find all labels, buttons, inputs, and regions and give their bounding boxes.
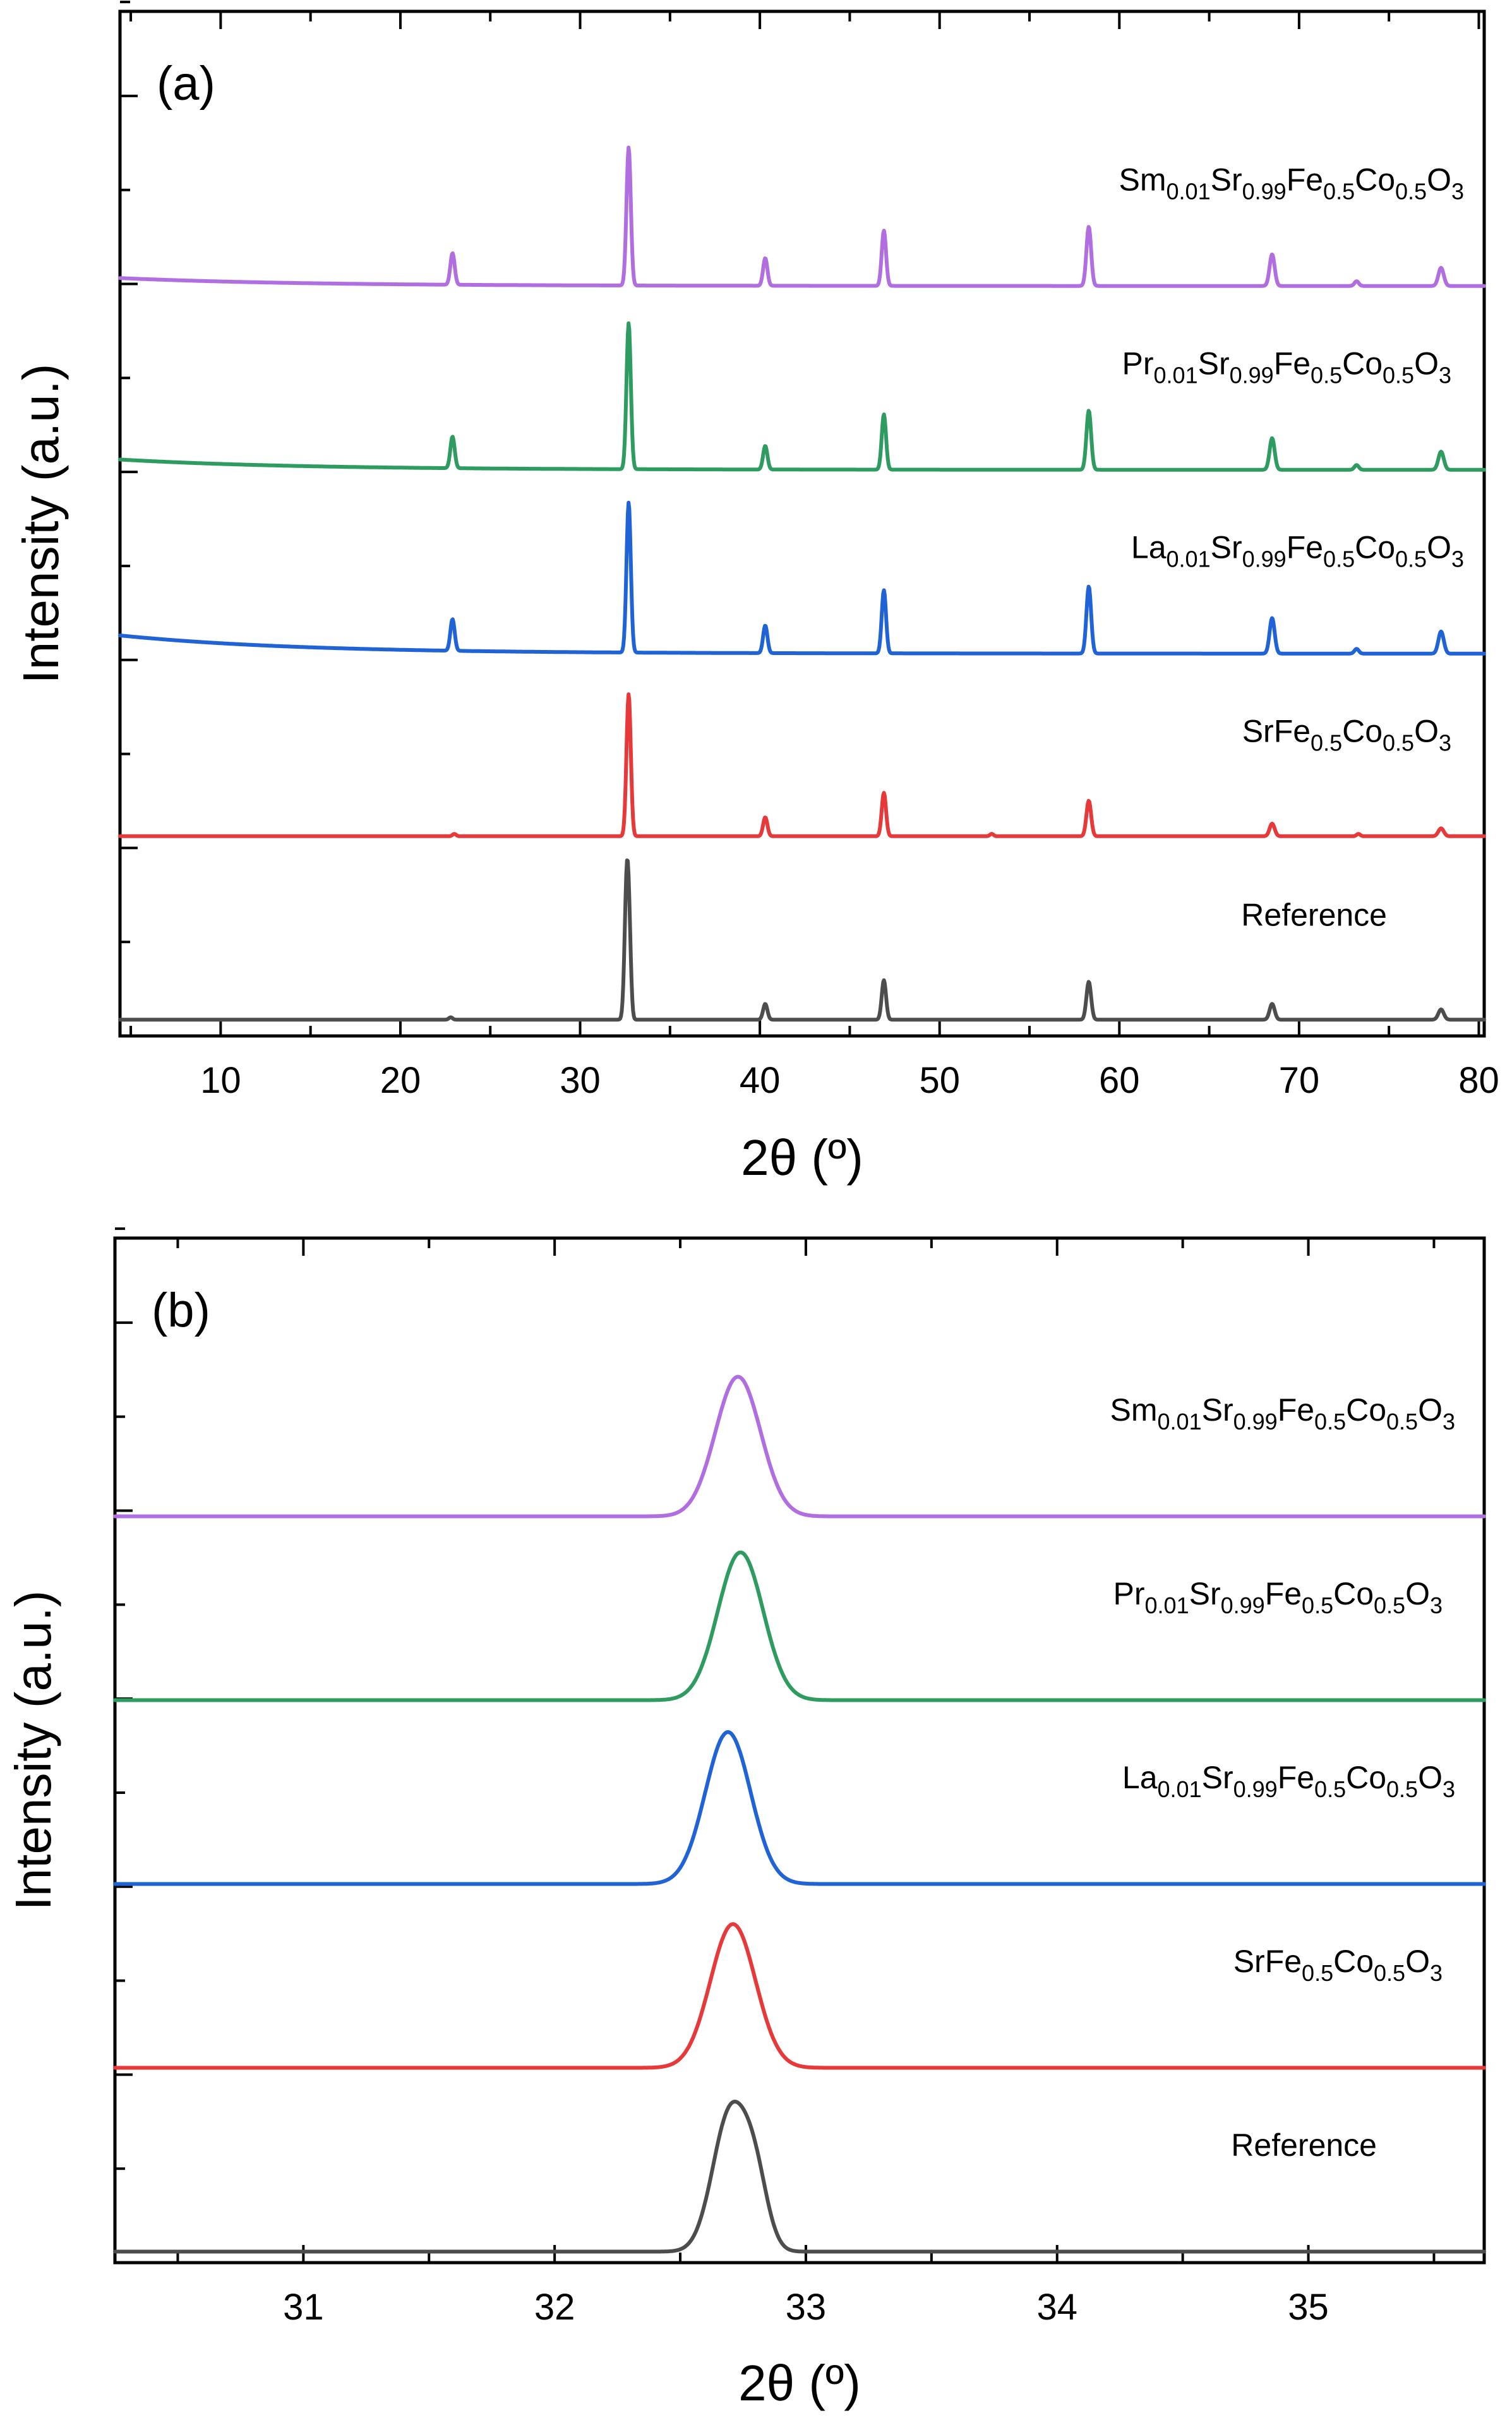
panel-a-y-axis-title: Intensity (a.u.) <box>13 364 69 684</box>
series-label: Sm0.01Sr0.99Fe0.5Co0.5O3 <box>1119 162 1464 204</box>
panel-a-chart: 10 20 30 40 50 60 70 80 Reference SrFe0.5Co0.5O3… <box>13 1 1499 1186</box>
panel-a-label: (a) <box>157 57 215 111</box>
trace-srfe0-5co0-5o3 <box>118 692 1486 838</box>
panel-b-traces <box>113 1375 1486 2254</box>
x-tick-label: 60 <box>1099 1060 1140 1101</box>
panel-a-traces <box>118 145 1486 1022</box>
x-tick-label: 33 <box>786 2287 827 2328</box>
series-label: Pr0.01Sr0.99Fe0.5Co0.5O3 <box>1122 346 1451 388</box>
x-tick-label: 34 <box>1036 2287 1077 2328</box>
trace-reference <box>113 2100 1486 2254</box>
series-label: La0.01Sr0.99Fe0.5Co0.5O3 <box>1122 1760 1455 1802</box>
x-tick-label: 70 <box>1279 1060 1320 1101</box>
trace-srfe0-5co0-5o3 <box>113 1922 1486 2070</box>
x-tick-label: 80 <box>1458 1060 1499 1101</box>
series-label: Reference <box>1231 2127 1377 2163</box>
series-label: SrFe0.5Co0.5O3 <box>1233 1944 1443 1986</box>
trace-reference <box>118 858 1486 1022</box>
series-label: Reference <box>1241 897 1387 932</box>
x-tick-label: 31 <box>283 2287 324 2328</box>
panel-b-plot-frame <box>113 1236 1486 2265</box>
series-label: SrFe0.5Co0.5O3 <box>1242 713 1451 755</box>
series-label: La0.01Sr0.99Fe0.5Co0.5O3 <box>1131 529 1464 572</box>
x-tick-label: 50 <box>919 1060 960 1101</box>
panel-a-x-axis-title: 2θ (º) <box>741 1129 863 1186</box>
trace-sm0-01sr0-99fe0-5co0-5o3 <box>118 145 1486 288</box>
x-tick-label: 40 <box>740 1060 781 1101</box>
panel-a-y-ticks <box>120 1 138 944</box>
series-label: Pr0.01Sr0.99Fe0.5Co0.5O3 <box>1113 1576 1443 1618</box>
panel-b-series-labels: Reference SrFe0.5Co0.5O3 La0.01Sr0.99Fe0.5… <box>1110 1392 1455 2163</box>
x-tick-label: 10 <box>200 1060 241 1101</box>
panel-b-x-axis-title: 2θ (º) <box>738 2355 861 2411</box>
trace-pr0-01sr0-99fe0-5co0-5o3 <box>113 1550 1486 1702</box>
x-tick-label: 32 <box>534 2287 575 2328</box>
trace-la0-01sr0-99fe0-5co0-5o3 <box>113 1730 1486 1886</box>
panel-a-plot-frame <box>118 9 1486 1038</box>
panel-b-y-axis-title: Intensity (a.u.) <box>5 1591 61 1911</box>
panel-b-x-ticks: 31 32 33 34 35 <box>176 1238 1436 2328</box>
trace-sm0-01sr0-99fe0-5co0-5o3 <box>113 1375 1486 1519</box>
x-tick-label: 35 <box>1288 2287 1329 2328</box>
trace-pr0-01sr0-99fe0-5co0-5o3 <box>118 321 1486 472</box>
series-label: Sm0.01Sr0.99Fe0.5Co0.5O3 <box>1110 1392 1455 1435</box>
x-tick-label: 30 <box>560 1060 601 1101</box>
panel-a-x-ticks: 10 20 30 40 50 60 70 80 <box>129 11 1499 1101</box>
trace-la0-01sr0-99fe0-5co0-5o3 <box>118 500 1486 656</box>
panel-a-series-labels: Reference SrFe0.5Co0.5O3 La0.01Sr0.99Fe0.5… <box>1119 162 1464 932</box>
x-tick-label: 20 <box>380 1060 421 1101</box>
panel-b-label: (b) <box>152 1284 210 1337</box>
panel-b-chart: 31 32 33 34 35 Reference SrFe0.5Co0.5O3 La0.01… <box>5 1227 1486 2411</box>
